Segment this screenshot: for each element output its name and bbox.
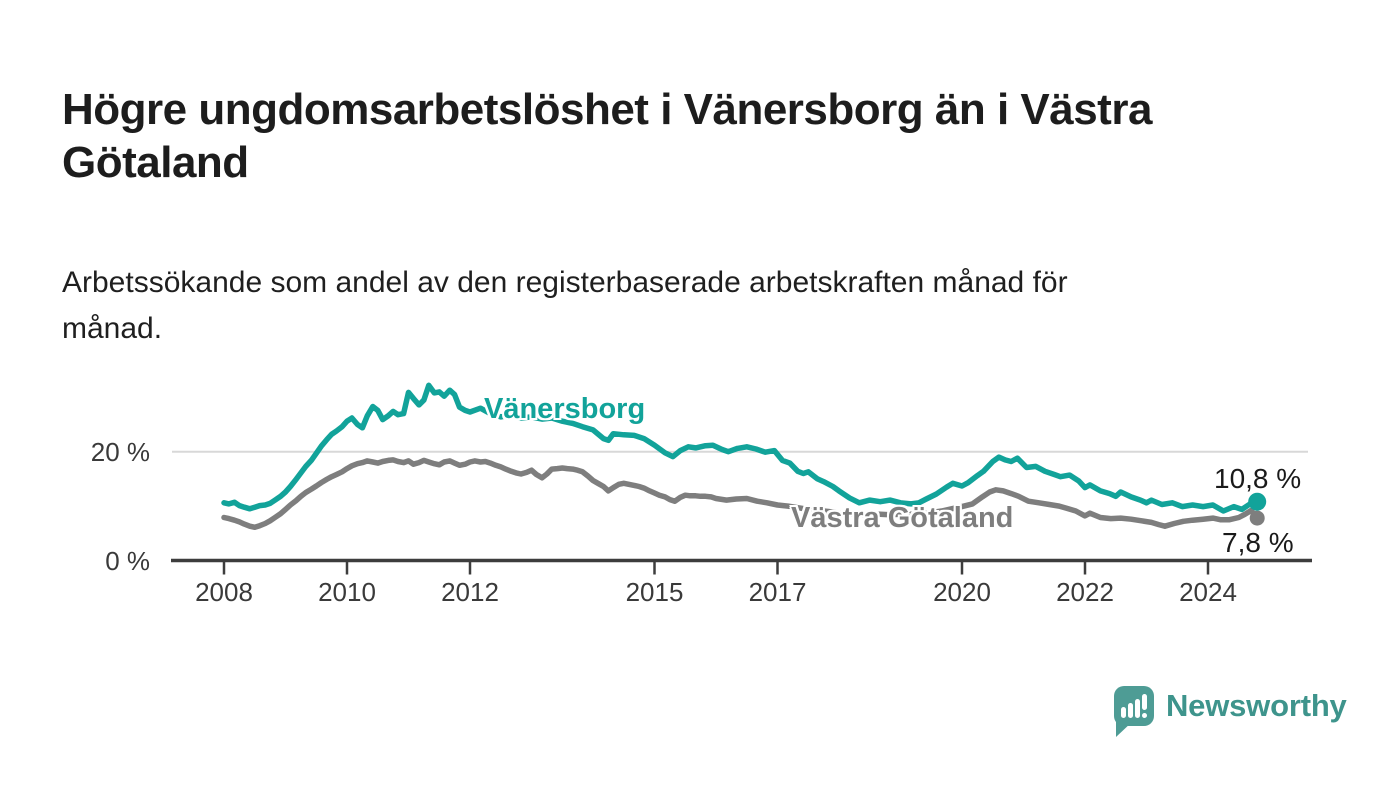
x-axis-tick-label: 2024: [1179, 577, 1237, 607]
logo-bubble-shape: [1114, 686, 1154, 726]
x-axis-tick-label: 2012: [441, 577, 499, 607]
chart-title: Högre ungdomsarbetslöshet i Vänersborg ä…: [62, 83, 1362, 189]
x-axis-tick-label: 2008: [195, 577, 253, 607]
chart-subtitle-line-2: månad.: [62, 312, 163, 345]
x-axis-tick-label: 2022: [1056, 577, 1114, 607]
chart-subtitle: Arbetssökande som andel av den registerb…: [62, 260, 1302, 352]
y-axis-tick-label: 20 %: [90, 436, 150, 467]
logo-bar-1: [1121, 707, 1126, 718]
logo-exclamation-bar: [1142, 694, 1147, 710]
newsworthy-wordmark: Newsworthy: [1166, 688, 1347, 723]
end-value-label-vanersborg: 10,8 %: [1214, 463, 1302, 494]
logo-bar-3: [1135, 699, 1140, 718]
chart-title-line-1: Högre ungdomsarbetslöshet i Vänersborg ä…: [62, 85, 1152, 135]
logo-bar-2: [1128, 703, 1133, 718]
x-axis-tick-label: 2015: [625, 577, 684, 607]
end-value-label-vastra-gotaland: 7,8 %: [1222, 527, 1294, 558]
x-axis-tick-label: 2017: [748, 577, 807, 607]
newsworthy-speech-bubble-chart-icon: [1114, 686, 1158, 738]
x-axis-tick-label: 2010: [318, 577, 376, 607]
logo-bubble-tail: [1116, 722, 1132, 737]
series-label-vanersborg: Vänersborg: [484, 393, 646, 425]
series-label-vastra-gotaland: Västra Götaland: [791, 502, 1014, 534]
y-axis-tick-label: 0 %: [105, 545, 150, 576]
logo-exclamation-dot: [1142, 713, 1147, 718]
chart-title-line-2: Götaland: [62, 138, 249, 188]
chart-subtitle-line-1: Arbetssökande som andel av den registerb…: [62, 266, 1068, 299]
x-axis-tick-label: 2020: [933, 577, 991, 607]
